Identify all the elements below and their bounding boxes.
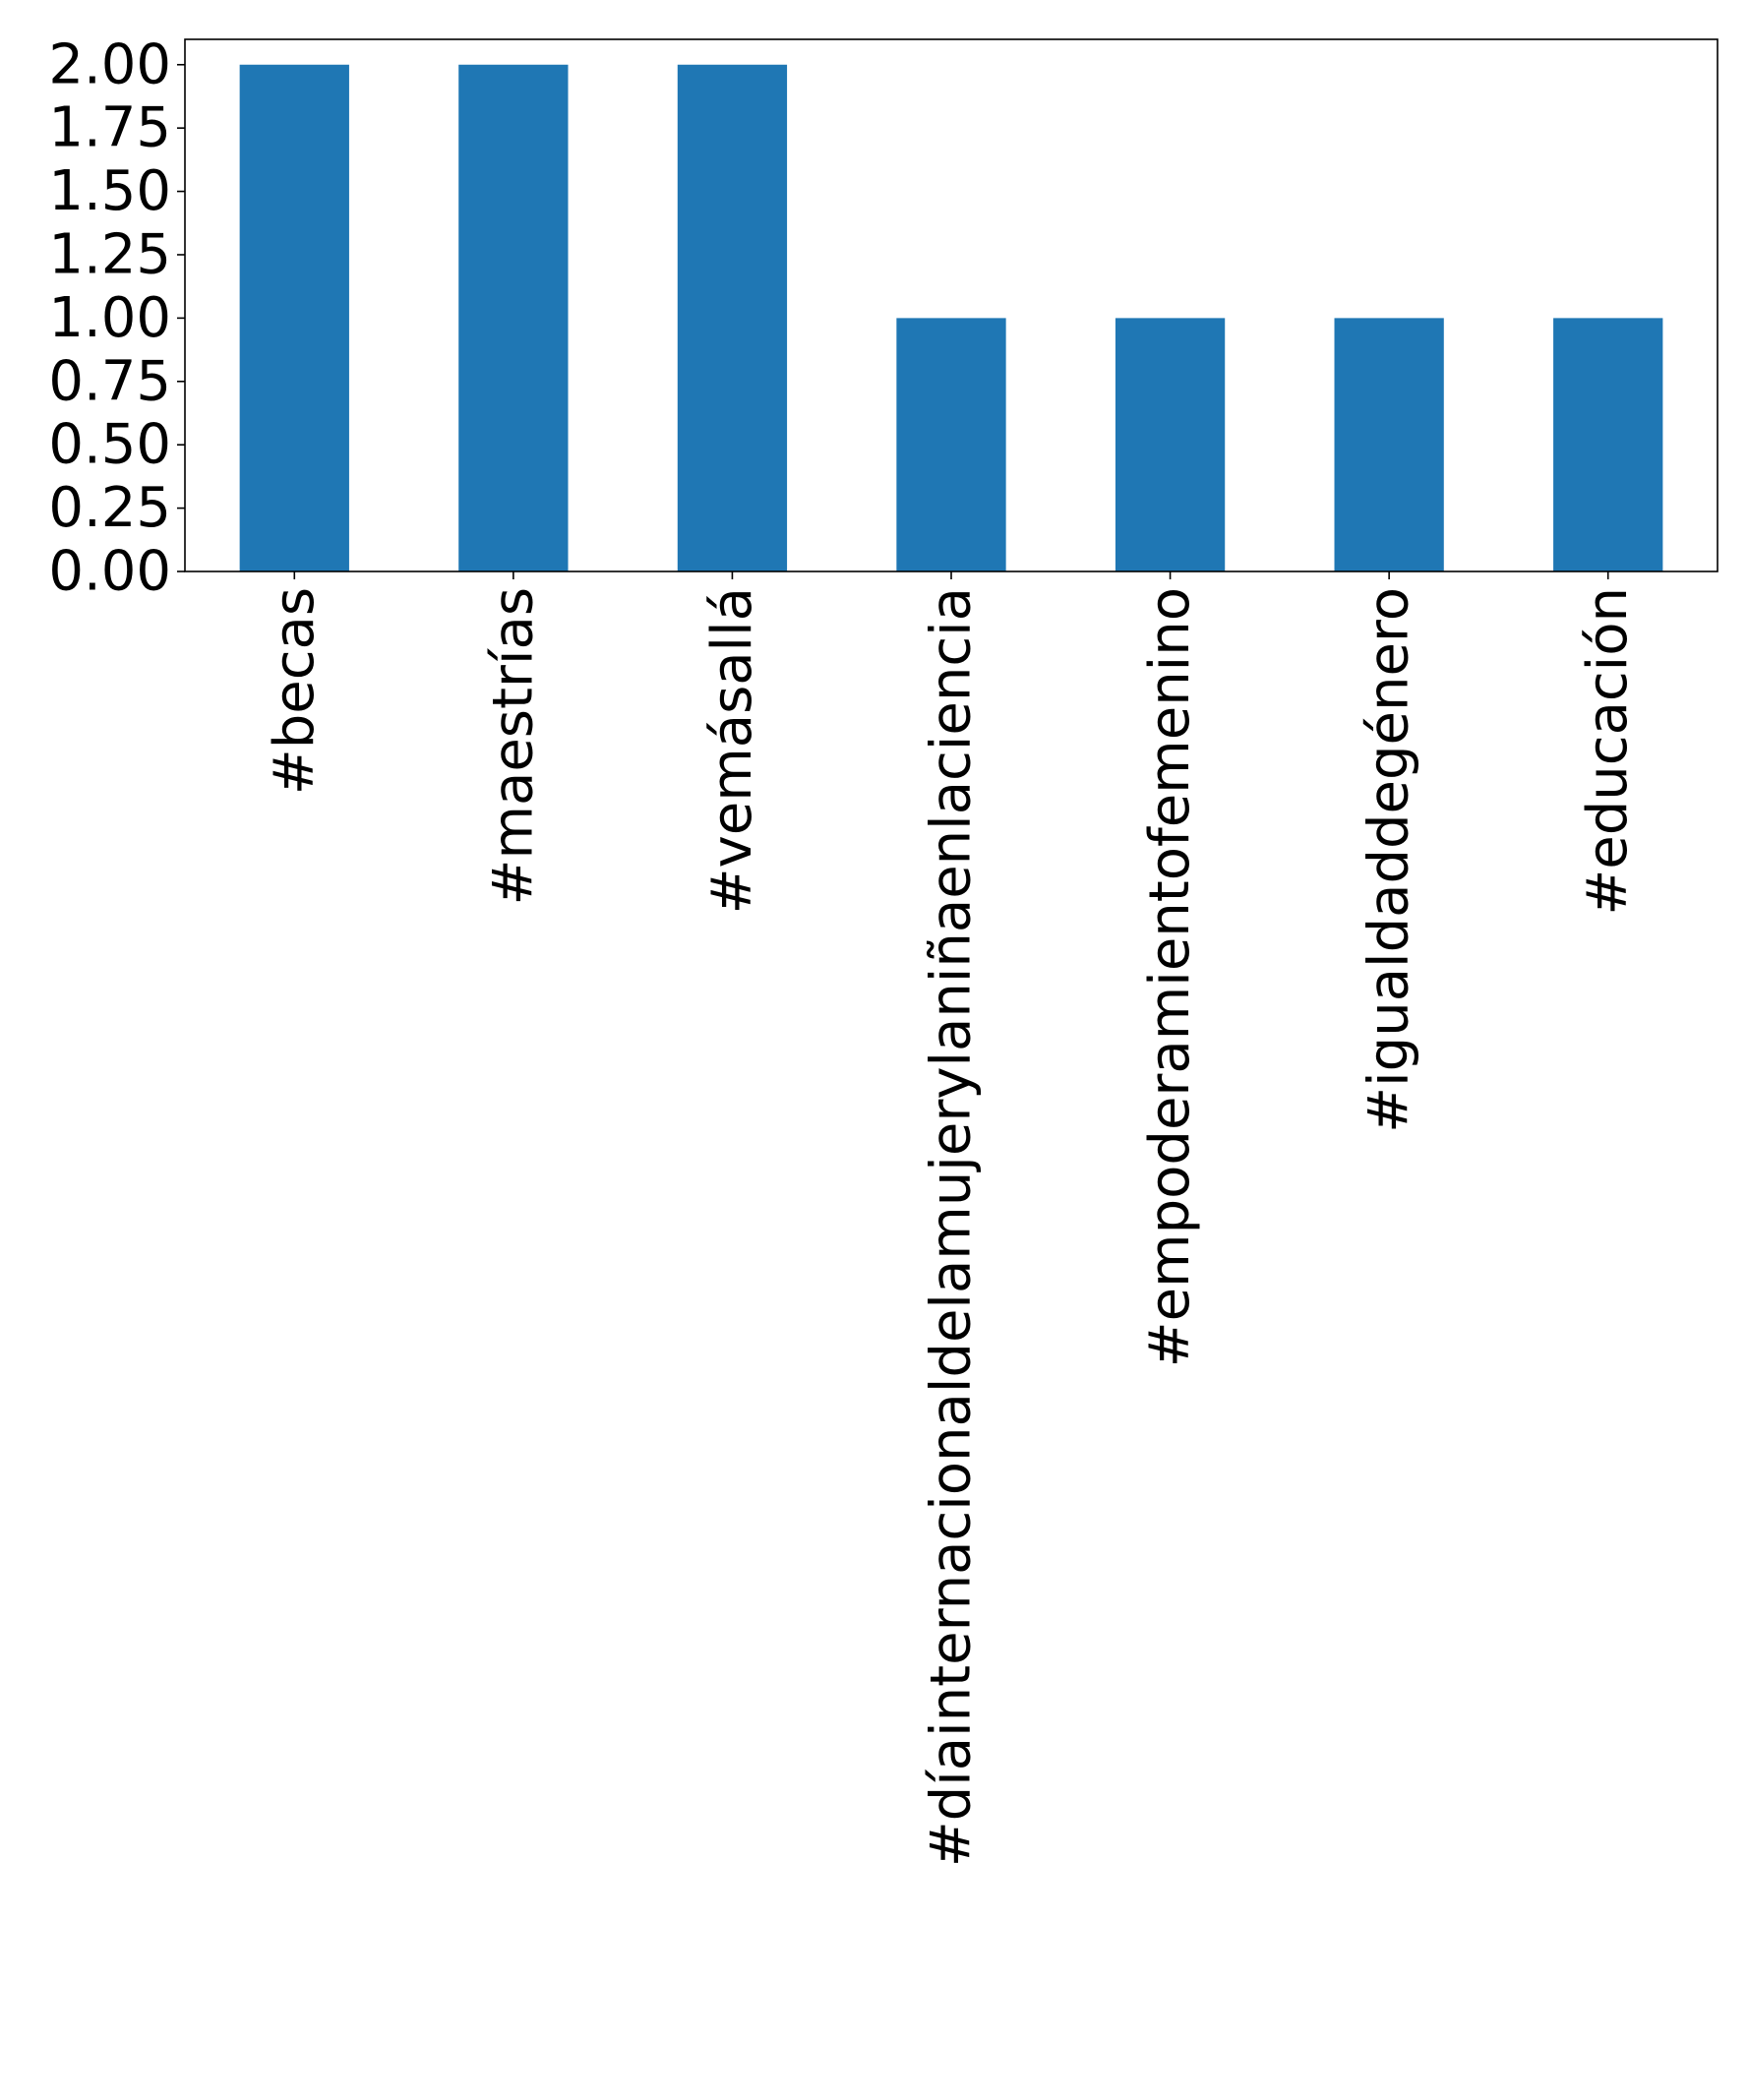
y-tick-label: 2.00 xyxy=(48,32,171,96)
x-tick-label: #díainternacionaldelamujerylaniñaenlacie… xyxy=(920,587,984,1867)
x-tick-label: #becas xyxy=(263,587,327,795)
y-tick-label: 1.25 xyxy=(48,222,171,286)
bars-group xyxy=(239,64,1663,571)
x-tick-label: #educación xyxy=(1576,587,1640,916)
x-tick-label: #maestrías xyxy=(481,587,545,905)
plot-frame xyxy=(184,38,1719,572)
bar xyxy=(1334,318,1444,571)
y-tick-label: 0.25 xyxy=(48,476,171,540)
bar xyxy=(1115,318,1226,571)
x-tick-label: #igualdaddegénero xyxy=(1357,587,1421,1133)
y-tick-label: 1.50 xyxy=(48,159,171,223)
y-tick-label: 0.00 xyxy=(48,540,171,604)
bar xyxy=(239,64,349,571)
x-tick-label: #empoderamientofemenino xyxy=(1138,587,1202,1367)
x-tick-label: #vemásallá xyxy=(700,587,764,914)
x-axis: #becas #maestrías #vemásallá #díainternacio… xyxy=(263,571,1640,1867)
y-tick-label: 1.00 xyxy=(48,286,171,350)
bar xyxy=(1553,318,1663,571)
y-tick-label: 0.50 xyxy=(48,413,171,477)
bar xyxy=(896,318,1006,571)
bar xyxy=(458,64,569,571)
bar xyxy=(677,64,788,571)
y-axis: 0.000.250.500.751.001.251.501.752.00 xyxy=(48,32,185,604)
y-tick-label: 0.75 xyxy=(48,349,171,413)
y-tick-label: 1.75 xyxy=(48,96,171,160)
